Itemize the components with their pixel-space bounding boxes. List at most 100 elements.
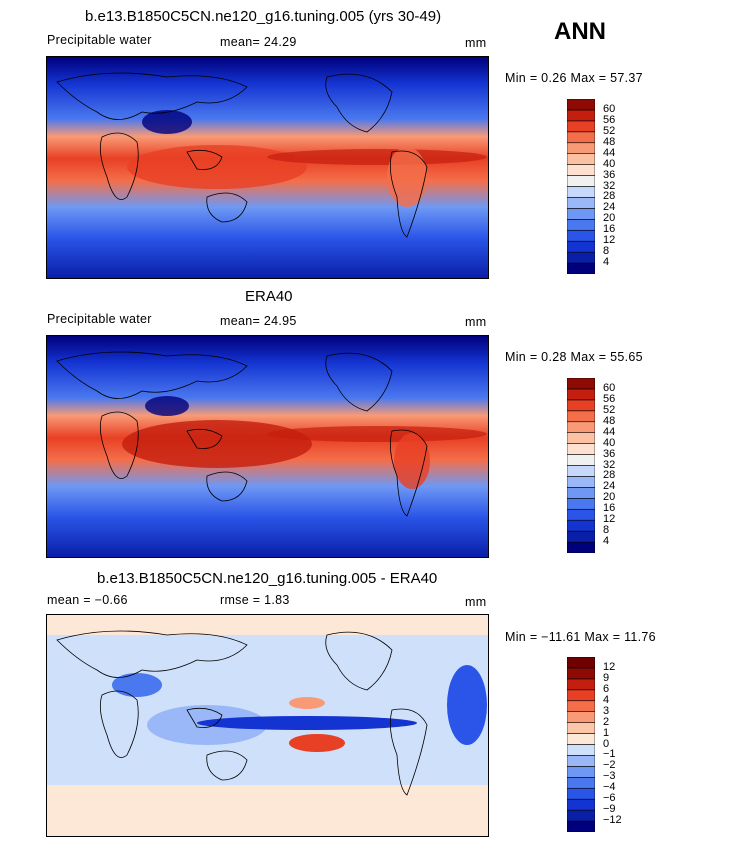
colorbar-box [566, 498, 596, 510]
panel2-colorbar [566, 377, 596, 558]
colorbar-label: 28 [603, 469, 616, 482]
panel2-map [46, 335, 489, 558]
colorbar-box [566, 530, 596, 543]
colorbar-box [566, 465, 596, 477]
colorbar-label: 16 [603, 502, 616, 515]
colorbar-label: −9 [603, 803, 616, 816]
panel2-colorbar-svg [566, 377, 596, 554]
colorbar-box [566, 820, 596, 833]
colorbar-box [566, 109, 596, 122]
colorbar-label: 12 [603, 660, 616, 673]
colorbar-label: 44 [603, 425, 616, 438]
colorbar-label: −1 [603, 748, 616, 761]
colorbar-label: 52 [603, 403, 616, 416]
colorbar-label: −12 [603, 814, 622, 827]
colorbar-label: −4 [603, 781, 616, 794]
colorbar-label: 56 [603, 392, 616, 405]
colorbar-label: 24 [603, 480, 616, 493]
season-label: ANN [554, 18, 606, 45]
colorbar-label: 40 [603, 436, 616, 449]
panel2-variable: Precipitable water [47, 312, 152, 326]
colorbar-label: 4 [603, 256, 610, 269]
colorbar-box [566, 251, 596, 264]
colorbar-box [566, 131, 596, 144]
colorbar-label: −6 [603, 792, 616, 805]
colorbar-label: 9 [603, 671, 610, 684]
colorbar-box [566, 219, 596, 231]
panel2-units: mm [465, 315, 487, 329]
colorbar-label: 4 [603, 693, 610, 706]
colorbar-label: 56 [603, 113, 616, 126]
colorbar-box [566, 432, 596, 444]
colorbar-label: 3 [603, 704, 610, 717]
colorbar-label: 32 [603, 179, 616, 192]
panel3-rmse: rmse = 1.83 [220, 593, 290, 607]
colorbar-label: 16 [603, 223, 616, 236]
colorbar-box [566, 508, 596, 521]
colorbar-box [566, 755, 596, 767]
colorbar-box [566, 519, 596, 532]
panel1-map-svg [47, 57, 488, 278]
colorbar-box [566, 809, 596, 822]
colorbar-label: 4 [603, 535, 610, 548]
colorbar-box [566, 208, 596, 220]
colorbar-box [566, 186, 596, 198]
colorbar-label: −2 [603, 759, 616, 772]
colorbar-label: 36 [603, 168, 616, 181]
colorbar-label: 60 [603, 102, 616, 115]
colorbar-box [566, 399, 596, 412]
colorbar-label: 12 [603, 234, 616, 247]
colorbar-label: 24 [603, 201, 616, 214]
panel3-units: mm [465, 595, 487, 609]
colorbar-label: 40 [603, 157, 616, 170]
panel3-colorbar-svg [566, 656, 596, 833]
colorbar-label: 2 [603, 715, 610, 728]
colorbar-box [566, 744, 596, 756]
panel1-title: b.e13.B1850C5CN.ne120_g16.tuning.005 (yr… [85, 8, 442, 25]
colorbar-box [566, 541, 596, 554]
colorbar-box [566, 711, 596, 723]
colorbar-box [566, 787, 596, 800]
colorbar-box [566, 722, 596, 734]
panel1-colorbar-svg [566, 98, 596, 275]
colorbar-box [566, 229, 596, 242]
colorbar-label: 8 [603, 524, 610, 537]
colorbar-box [566, 197, 596, 209]
colorbar-label: 6 [603, 682, 610, 695]
colorbar-label: 20 [603, 491, 616, 504]
colorbar-label: 32 [603, 458, 616, 471]
panel3-map [46, 614, 489, 837]
colorbar-label: 0 [603, 737, 610, 750]
colorbar-label: −3 [603, 770, 616, 783]
colorbar-box [566, 120, 596, 133]
colorbar-box [566, 142, 596, 154]
panel3-minmax: Min = −11.61 Max = 11.76 [505, 630, 656, 644]
panel3-mean: mean = −0.66 [47, 593, 128, 607]
colorbar-box [566, 262, 596, 275]
colorbar-box [566, 678, 596, 691]
colorbar-box [566, 656, 596, 669]
colorbar-label: 48 [603, 135, 616, 148]
colorbar-box [566, 476, 596, 488]
panel3-map-svg [47, 615, 488, 836]
panel2-title: ERA40 [245, 288, 293, 305]
panel2-mean: mean= 24.95 [220, 314, 297, 328]
panel3-title: b.e13.B1850C5CN.ne120_g16.tuning.005 - E… [97, 570, 438, 587]
colorbar-box [566, 777, 596, 789]
colorbar-box [566, 377, 596, 390]
panel1-variable: Precipitable water [47, 33, 152, 47]
panel3-colorbar [566, 656, 596, 837]
colorbar-box [566, 700, 596, 712]
colorbar-label: 1 [603, 726, 610, 739]
colorbar-box [566, 766, 596, 778]
colorbar-box [566, 164, 596, 176]
colorbar-box [566, 454, 596, 466]
colorbar-label: 28 [603, 190, 616, 203]
colorbar-label: 52 [603, 124, 616, 137]
colorbar-box [566, 443, 596, 455]
colorbar-box [566, 388, 596, 401]
colorbar-box [566, 487, 596, 499]
colorbar-box [566, 798, 596, 811]
colorbar-box [566, 421, 596, 433]
panel1-colorbar [566, 98, 596, 279]
